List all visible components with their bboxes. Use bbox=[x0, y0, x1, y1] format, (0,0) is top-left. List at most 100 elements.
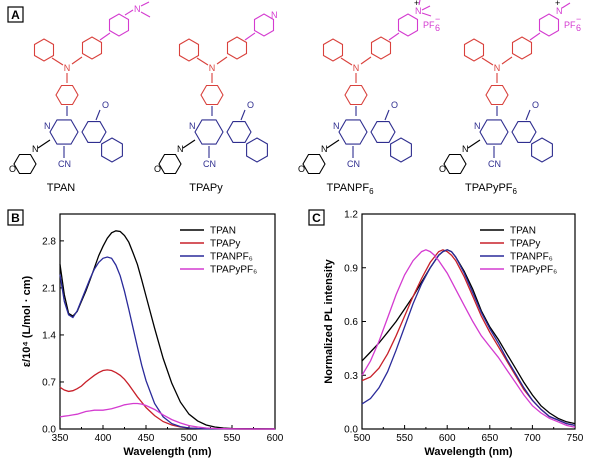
compound-name-tpapypf6: TPAPyPF6 bbox=[465, 182, 517, 196]
morph-n-label: N bbox=[462, 144, 469, 154]
series-line-3 bbox=[361, 249, 576, 428]
five-ring bbox=[370, 121, 396, 143]
structure-1: N O N CN N O N bbox=[154, 10, 278, 175]
five-ring bbox=[226, 121, 252, 143]
phenyl-ring bbox=[55, 84, 79, 106]
morpholine-ring bbox=[302, 153, 326, 175]
panel-b: B bbox=[7, 209, 24, 226]
cn-label: CN bbox=[58, 159, 71, 169]
carbonyl-o-label: O bbox=[391, 100, 398, 110]
morph-n-label: N bbox=[177, 144, 184, 154]
phenyl-ring bbox=[226, 36, 248, 60]
five-ring bbox=[511, 121, 537, 143]
bond bbox=[37, 139, 51, 149]
pf6-sub: 6 bbox=[435, 23, 440, 33]
legend-label: TPAPy bbox=[510, 239, 540, 250]
quat-n-label: N bbox=[415, 6, 422, 16]
chart-b: 350 400 450 500 550 600 0.0 0.7 1.4 2.1 2.8 Wavelen… bbox=[21, 213, 284, 458]
quat-n-label: N bbox=[556, 6, 563, 16]
pyridine-core bbox=[479, 119, 509, 145]
ring-n-label: N bbox=[44, 121, 51, 131]
morph-n-label: N bbox=[32, 144, 39, 154]
phenyl-ring bbox=[322, 38, 344, 62]
bond bbox=[481, 57, 494, 66]
bond bbox=[388, 32, 400, 41]
plot-frame bbox=[59, 213, 276, 430]
plus-charge: + bbox=[555, 0, 560, 8]
series-line-1 bbox=[361, 249, 576, 427]
amine-n-label: N bbox=[209, 63, 216, 73]
bond bbox=[529, 32, 541, 41]
bond bbox=[71, 56, 83, 65]
cn-label: CN bbox=[203, 159, 216, 169]
bond bbox=[51, 57, 64, 66]
morph-o-label: O bbox=[439, 164, 446, 174]
panel-c-label: C bbox=[312, 211, 321, 225]
bond bbox=[95, 109, 101, 121]
bond bbox=[244, 32, 256, 41]
phenyl-ring bbox=[485, 84, 509, 106]
bond bbox=[467, 139, 481, 149]
carbonyl-o-label: O bbox=[102, 100, 109, 110]
plot-frame bbox=[361, 213, 576, 430]
x-axis-label: Wavelength (nm) bbox=[123, 446, 212, 458]
phenyl-ring bbox=[344, 84, 368, 106]
cn-label: CN bbox=[488, 159, 501, 169]
x-tick-label: 750 bbox=[567, 433, 584, 444]
bond bbox=[140, 11, 151, 18]
legend-label: TPANPF₆ bbox=[510, 252, 553, 263]
y-tick-label: 0.6 bbox=[344, 317, 358, 328]
bond bbox=[501, 56, 513, 65]
x-tick-label: 500 bbox=[354, 433, 371, 444]
panel-a: A bbox=[7, 6, 24, 23]
morph-o-label: O bbox=[9, 164, 16, 174]
x-axis-label: Wavelength (nm) bbox=[424, 446, 513, 458]
structure-0: N O N CN N O N bbox=[9, 1, 151, 175]
morph-o-label: O bbox=[154, 164, 161, 174]
x-tick-label: 600 bbox=[439, 433, 456, 444]
morpholine-ring bbox=[443, 153, 467, 175]
bond bbox=[384, 109, 390, 121]
plus-charge: + bbox=[414, 0, 419, 8]
cn-label: CN bbox=[347, 159, 360, 169]
bond bbox=[99, 32, 111, 41]
x-tick-label: 650 bbox=[481, 433, 498, 444]
terminal-ring bbox=[538, 13, 560, 37]
benzo-ring bbox=[101, 137, 123, 163]
morpholine-ring bbox=[158, 153, 182, 175]
series-line-0 bbox=[361, 249, 576, 425]
morph-n-label: N bbox=[321, 144, 328, 154]
panel-c-box bbox=[308, 209, 325, 226]
y-tick-label: 0.0 bbox=[344, 425, 358, 436]
bond bbox=[421, 12, 432, 17]
x-tick-label: 400 bbox=[95, 433, 112, 444]
pyridine-core bbox=[194, 119, 224, 145]
chart-c: 500 550 600 650 700 750 0.0 0.3 0.6 0.9 1.2 Wavelen… bbox=[323, 210, 584, 459]
ring-n-label: N bbox=[474, 121, 481, 131]
bond bbox=[140, 1, 150, 7]
panel-a-label: A bbox=[11, 8, 20, 22]
bond bbox=[216, 56, 228, 65]
pyridyl-n-label: N bbox=[271, 10, 278, 20]
x-tick-label: 450 bbox=[138, 433, 155, 444]
bond bbox=[421, 5, 431, 11]
ring-n-label: N bbox=[333, 121, 340, 131]
bond bbox=[326, 139, 340, 149]
phenyl-ring bbox=[178, 38, 200, 62]
legend-label: TPAN bbox=[210, 226, 236, 237]
x-tick-label: 500 bbox=[181, 433, 198, 444]
y-axis-label: Normalized PL intensity bbox=[323, 258, 335, 383]
bond bbox=[182, 139, 196, 149]
series-line-2 bbox=[361, 249, 576, 427]
bond bbox=[360, 56, 372, 65]
compound-name-tpanpf6: TPANPF6 bbox=[326, 182, 374, 196]
pyridine-core bbox=[49, 119, 79, 145]
y-tick-label: 0.3 bbox=[344, 371, 358, 382]
bond bbox=[561, 2, 571, 9]
carbonyl-o-label: O bbox=[532, 100, 539, 110]
pf6-label: PF bbox=[423, 20, 435, 30]
morpholine-ring bbox=[13, 153, 37, 175]
